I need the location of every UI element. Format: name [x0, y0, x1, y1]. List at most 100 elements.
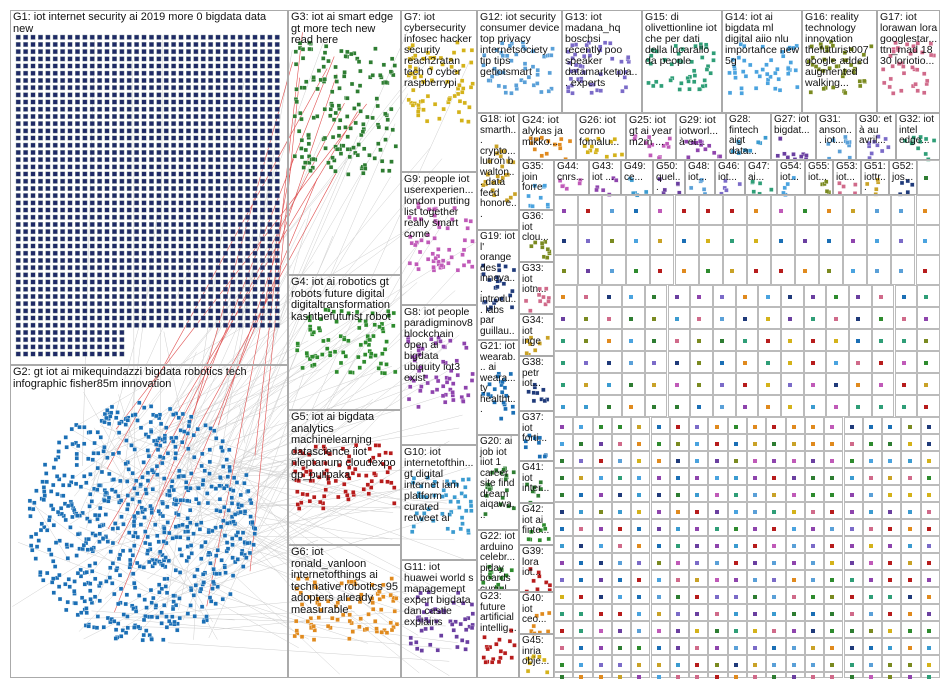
node [15, 49, 21, 55]
node [810, 317, 815, 321]
node [208, 77, 214, 83]
node [656, 543, 661, 548]
node [267, 106, 273, 112]
small-group [576, 373, 600, 395]
node [104, 92, 110, 98]
node [200, 135, 206, 141]
small-group [644, 373, 668, 395]
node [926, 543, 931, 548]
node [830, 526, 835, 531]
node [134, 128, 140, 134]
node [156, 42, 162, 47]
node [267, 70, 273, 76]
small-group [611, 553, 632, 570]
small-group [867, 255, 892, 285]
small-group [573, 502, 593, 519]
small-group [708, 485, 728, 502]
node [830, 662, 835, 667]
node [215, 99, 221, 105]
node [791, 662, 796, 667]
small-group [920, 587, 940, 604]
edge [119, 440, 450, 630]
node [802, 238, 807, 243]
small-group [554, 485, 574, 502]
node [788, 383, 793, 387]
small-group [631, 655, 651, 672]
node [849, 662, 854, 667]
group-label: G54: iot... [780, 161, 802, 183]
node [618, 543, 623, 548]
node [637, 611, 642, 616]
node [89, 106, 95, 112]
node [89, 99, 95, 105]
small-group [727, 672, 747, 679]
node [561, 208, 566, 213]
node [260, 49, 265, 55]
small-group [882, 638, 902, 655]
node [67, 135, 73, 141]
node [849, 560, 854, 565]
node [74, 149, 80, 155]
node [637, 526, 642, 531]
node [60, 92, 66, 98]
small-group [804, 468, 825, 485]
small-group [843, 621, 863, 638]
node [888, 674, 893, 679]
node [252, 157, 258, 163]
group-label: G13: iot madana_hq boschsi recently poo … [565, 11, 638, 90]
small-group [824, 621, 844, 638]
small-group [674, 195, 699, 225]
node [141, 56, 147, 62]
node [695, 628, 700, 633]
small-group [747, 553, 767, 570]
node [742, 361, 747, 365]
node [134, 164, 140, 170]
group-box: G55: iot... [805, 160, 833, 195]
node [45, 121, 51, 127]
node [38, 99, 43, 105]
node [675, 577, 680, 582]
node [907, 441, 912, 446]
group-box: G37: iot forti... [519, 411, 554, 461]
small-group [727, 604, 747, 621]
node [126, 77, 132, 83]
small-group [669, 621, 690, 638]
node [791, 594, 796, 599]
small-group [758, 285, 781, 307]
node [126, 149, 132, 155]
node [675, 424, 680, 429]
node [148, 77, 154, 83]
node [772, 611, 777, 616]
small-group [901, 553, 921, 570]
small-group [708, 502, 728, 519]
node [215, 70, 221, 76]
node [67, 70, 73, 76]
node [222, 121, 228, 127]
node [652, 339, 656, 343]
edge [197, 340, 446, 487]
node [30, 149, 36, 155]
node [74, 121, 80, 127]
node [193, 70, 199, 76]
node [111, 142, 117, 148]
node [193, 113, 199, 119]
edge [232, 573, 340, 675]
node [60, 77, 66, 83]
node [126, 121, 132, 127]
node [714, 424, 719, 429]
node [260, 113, 265, 119]
node [245, 34, 251, 40]
node [772, 424, 777, 429]
node [156, 135, 162, 141]
node [714, 611, 719, 616]
node [924, 405, 929, 409]
node [148, 113, 154, 119]
node [753, 662, 758, 667]
small-group [669, 655, 690, 672]
node [237, 34, 243, 40]
node [560, 492, 565, 497]
node [126, 70, 132, 76]
node [697, 317, 702, 321]
node [193, 135, 199, 141]
node [222, 157, 228, 163]
